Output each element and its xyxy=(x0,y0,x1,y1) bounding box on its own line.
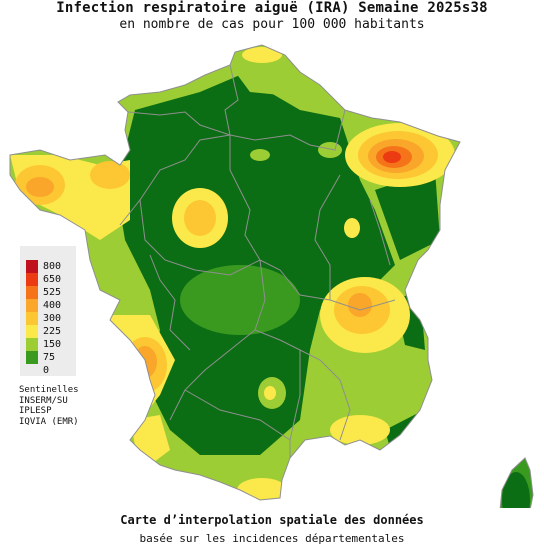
legend-label: 300 xyxy=(43,313,62,324)
legend-label: 400 xyxy=(43,300,62,311)
legend-entry: 75 xyxy=(26,351,76,364)
legend-swatch xyxy=(26,299,38,312)
legend-label: 800 xyxy=(43,261,62,272)
mainland-heatmap xyxy=(10,45,460,500)
legend-entry: 300 xyxy=(26,312,76,325)
color-legend: 800 650 525 400 300 225 150 75 0 xyxy=(20,246,76,376)
legend-label: 150 xyxy=(43,339,62,350)
legend-swatch xyxy=(26,338,38,351)
map-caption-detail: basée sur les incidences départementales xyxy=(139,532,405,545)
map-subtitle: en nombre de cas pour 100 000 habitants xyxy=(119,17,425,32)
legend-entry: 400 xyxy=(26,299,76,312)
legend-label: 0 xyxy=(43,365,50,376)
legend-entry: 150 xyxy=(26,338,76,351)
legend-label: 225 xyxy=(43,326,62,337)
legend-entry: 800 xyxy=(26,260,76,273)
legend-swatch xyxy=(26,260,38,273)
legend-label: 525 xyxy=(43,287,62,298)
legend-swatch xyxy=(26,325,38,338)
source-line: Sentinelles xyxy=(19,385,79,395)
source-line: INSERM/SU xyxy=(19,395,68,406)
map-title: Infection respiratoire aiguë (IRA) Semai… xyxy=(56,0,488,16)
corse-heatmap xyxy=(500,458,533,508)
data-sources: Sentinelles INSERM/SU IPLESP IQVIA (EMR) xyxy=(19,385,79,427)
legend-swatch xyxy=(26,351,38,364)
legend-entry: 525 xyxy=(26,286,76,299)
region-borders xyxy=(119,64,396,458)
legend-entry: 225 xyxy=(26,325,76,338)
legend-label: 650 xyxy=(43,274,62,285)
france-incidence-map xyxy=(9,44,534,508)
legend-entry: 650 xyxy=(26,273,76,286)
legend-swatch xyxy=(26,273,38,286)
legend-label: 75 xyxy=(43,352,56,363)
source-line: IQVIA (EMR) xyxy=(19,416,79,427)
france-outline xyxy=(9,44,461,501)
source-line: IPLESP xyxy=(19,406,52,416)
legend-entry: 0 xyxy=(26,364,76,377)
map-caption: Carte d’interpolation spatiale des donné… xyxy=(120,513,424,527)
legend-swatch xyxy=(26,286,38,299)
corse-outline xyxy=(499,457,534,508)
legend-swatch xyxy=(26,312,38,325)
